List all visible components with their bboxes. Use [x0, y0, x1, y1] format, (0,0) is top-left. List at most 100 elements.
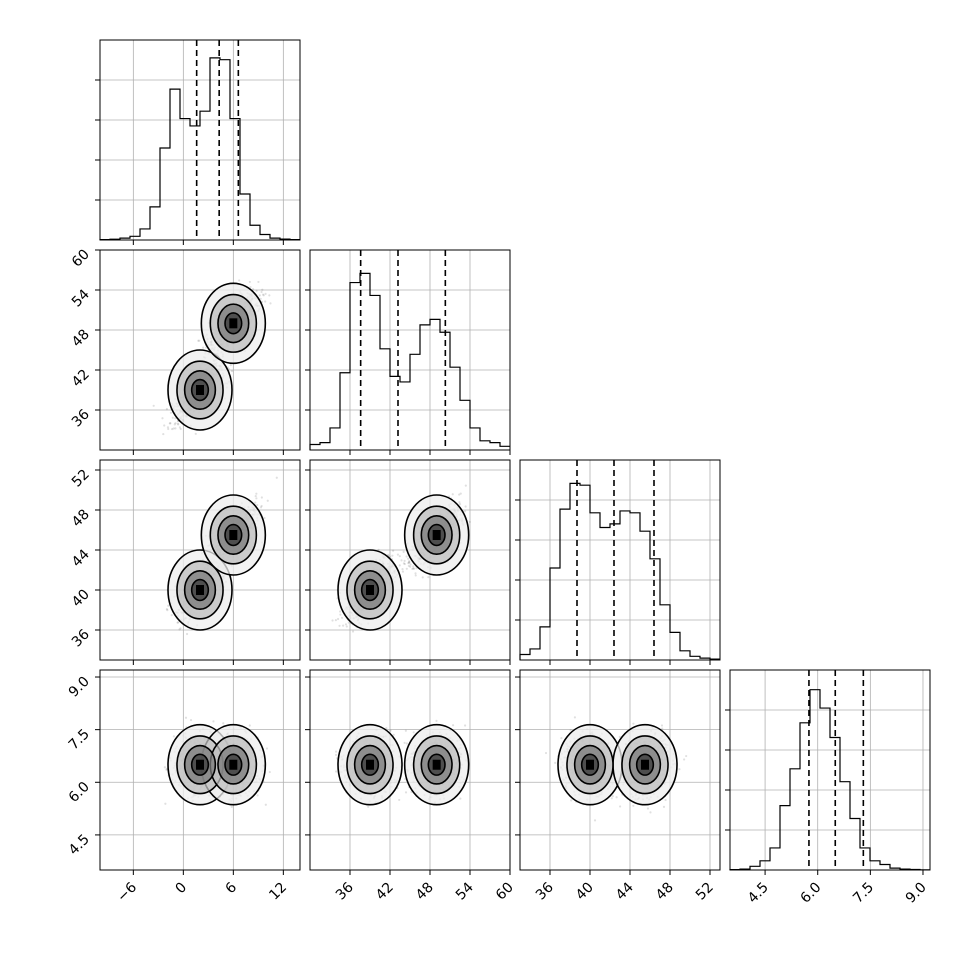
y-tick-label: 54 [69, 286, 93, 310]
scatter-point [458, 493, 461, 496]
scatter-point [167, 604, 170, 607]
scatter-point [174, 422, 177, 425]
scatter-point [262, 294, 265, 297]
scatter-point [391, 554, 394, 557]
scatter-point [341, 624, 345, 627]
scatter-point [268, 294, 271, 297]
scatter-point [458, 503, 462, 506]
scatter-point [268, 770, 271, 774]
scatter-point [458, 501, 461, 504]
scatter-point [464, 505, 467, 508]
density-peak [366, 585, 374, 595]
scatter-point [344, 623, 348, 626]
scatter-point [164, 802, 167, 805]
scatter-point [251, 288, 255, 291]
scatter-point [338, 624, 341, 627]
scatter-point [176, 422, 180, 425]
scatter-panel-p3-p2 [305, 459, 511, 665]
scatter-point [468, 520, 471, 524]
scatter-point [238, 279, 241, 282]
y-tick-label: 52 [69, 467, 93, 491]
scatter-point [336, 617, 340, 621]
scatter-point [197, 339, 200, 342]
scatter-point [165, 407, 168, 411]
scatter-point [152, 404, 155, 407]
scatter-point [411, 567, 414, 571]
scatter-point [260, 504, 263, 508]
scatter-point [178, 426, 182, 429]
scatter-point [400, 559, 403, 562]
scatter-point [464, 484, 467, 487]
scatter-point [162, 432, 165, 436]
scatter-point [254, 501, 257, 504]
scatter-point [396, 553, 400, 556]
scatter-point [169, 422, 172, 425]
y-tick-label: 44 [69, 546, 93, 570]
scatter-point [266, 499, 269, 502]
scatter-point [412, 565, 415, 568]
scatter-point [264, 292, 267, 296]
density-peak [196, 585, 204, 595]
scatter-point [345, 625, 348, 628]
scatter-point [331, 619, 334, 622]
scatter-panel-p4-p1: −6 0 6 124.56.07.59.0 [66, 669, 301, 905]
scatter-point [230, 369, 234, 373]
scatter-point [403, 562, 406, 566]
panel-frame [99, 39, 301, 241]
histogram-step [309, 272, 510, 450]
scatter-point [198, 339, 201, 342]
scatter-point [407, 561, 410, 565]
scatter-point [406, 557, 410, 560]
scatter-point [256, 503, 259, 507]
scatter-point [427, 576, 430, 579]
scatter-point [255, 497, 258, 500]
scatter-point [177, 423, 180, 426]
scatter-point [260, 290, 263, 294]
scatter-point [163, 424, 166, 427]
scatter-point [338, 610, 342, 613]
scatter-point [401, 570, 405, 573]
scatter-point [275, 476, 278, 479]
density-peak [196, 385, 204, 395]
density-peak [229, 530, 238, 540]
scatter-point [340, 616, 344, 619]
scatter-point [405, 567, 408, 570]
scatter-point [260, 496, 263, 499]
scatter-point [451, 493, 454, 496]
scatter-point [165, 608, 168, 611]
scatter-point [401, 568, 404, 571]
scatter-point [409, 565, 412, 568]
scatter-point [173, 423, 176, 426]
scatter-point [403, 559, 406, 562]
y-tick-label: 48 [69, 327, 93, 351]
scatter-point [249, 285, 252, 289]
scatter-point [339, 613, 342, 616]
scatter-point [172, 427, 175, 430]
scatter-point [174, 427, 177, 430]
scatter-point [254, 494, 257, 498]
scatter-point [414, 572, 417, 575]
scatter-point [398, 564, 401, 567]
scatter-point [174, 417, 177, 420]
y-tick-label: 42 [69, 367, 93, 391]
scatter-point [261, 293, 265, 296]
scatter-point [171, 416, 174, 419]
scatter-point [261, 288, 264, 291]
scatter-point [269, 302, 272, 305]
y-tick-label: 48 [69, 507, 93, 531]
scatter-point [170, 427, 174, 431]
scatter-point [257, 280, 260, 284]
scatter-point [463, 510, 467, 513]
y-tick-label: 36 [69, 626, 93, 650]
scatter-point [391, 549, 395, 552]
scatter-point [194, 432, 197, 435]
scatter-point [255, 492, 258, 495]
scatter-point [398, 555, 401, 558]
scatter-point [264, 300, 267, 303]
scatter-point [202, 346, 205, 349]
scatter-point [421, 576, 424, 579]
scatter-point [402, 550, 405, 553]
histogram-step [99, 57, 300, 241]
scatter-point [161, 417, 164, 420]
